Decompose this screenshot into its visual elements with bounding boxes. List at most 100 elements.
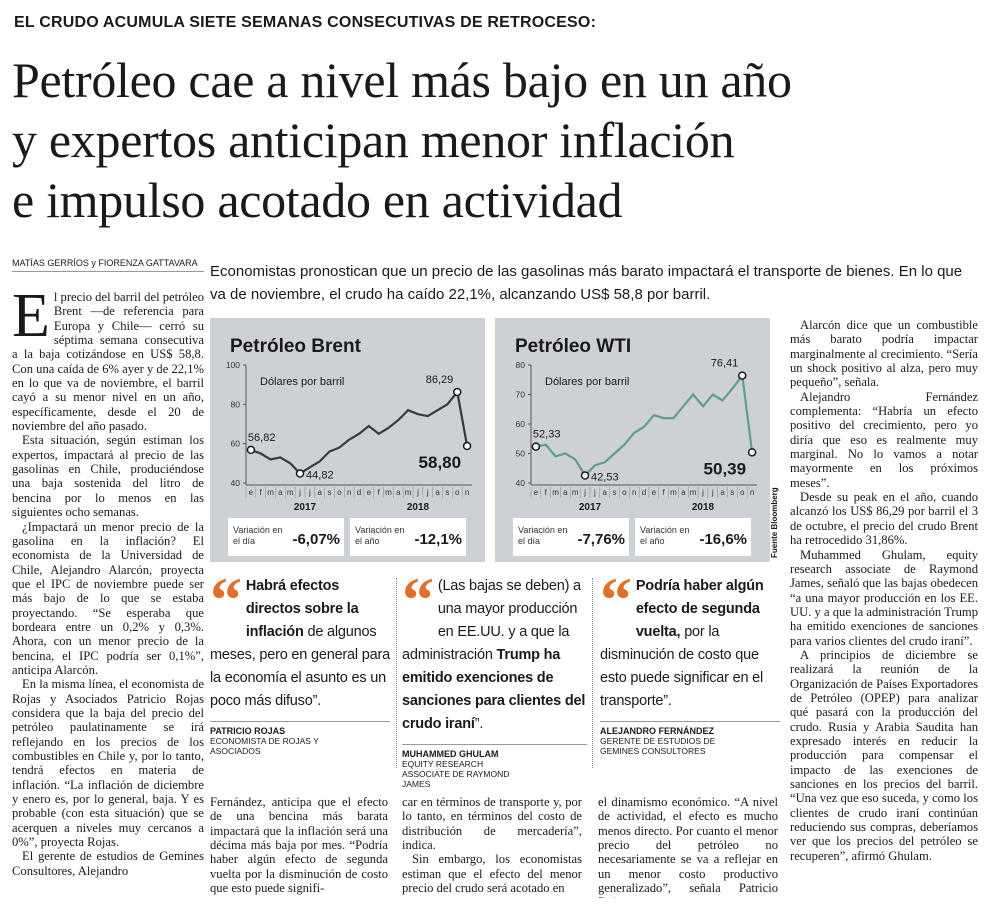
x-tick-label: m — [405, 488, 412, 497]
x-tick-label: d — [642, 488, 646, 497]
paragraph-text: el dinamismo económico. “A nivel de acti… — [598, 795, 778, 898]
quote-mark: “ — [402, 564, 434, 635]
x-tick-label: e — [652, 488, 657, 497]
paragraph-text: A principios de diciembre se realizará l… — [790, 647, 978, 863]
value-label: 86,29 — [426, 374, 454, 386]
chart-title: Petróleo Brent — [230, 336, 362, 357]
paragraph-text: Alejandro Fernández complementa: “Habría… — [790, 389, 978, 490]
quote-text: “Podría haber algún efecto de segunda vu… — [600, 568, 780, 713]
x-tick-label: o — [337, 488, 342, 497]
point-marker — [295, 469, 305, 478]
chart: Petróleo Brent Dólares por barril 40 60 80 10… — [226, 336, 472, 556]
x-tick-label: a — [396, 488, 401, 497]
chart-panel: Petróleo Brent Dólares por barril 40 60 80 10… — [210, 318, 485, 562]
paragraph: Alarcón dice que un combustible más bara… — [790, 318, 978, 390]
stat-box — [513, 518, 629, 556]
quote-name: ALEJANDRO FERNÁNDEZ — [600, 721, 780, 736]
y-tick-label: 80 — [516, 360, 526, 370]
paragraph-text: Muhammed Ghulam, equity research associa… — [790, 547, 978, 648]
point-marker — [246, 445, 256, 455]
x-tick-label: j — [426, 488, 429, 497]
value-label: 58,80 — [419, 453, 462, 472]
paragraph: Muhammed Ghulam, equity research associa… — [790, 548, 978, 648]
kicker: EL CRUDO ACUMULA SIETE SEMANAS CONSECUTI… — [14, 14, 597, 31]
x-tick-label: s — [730, 488, 734, 497]
paragraph: En la misma línea, el economista de Roja… — [12, 677, 204, 849]
quote-block: “(Las bajas se deben) a una mayor produc… — [402, 564, 587, 789]
year-label: 2017 — [294, 502, 317, 513]
x-tick-label: s — [445, 488, 449, 497]
x-tick-label: j — [416, 488, 419, 497]
value-label: 56,82 — [248, 432, 276, 444]
byline: MATÍAS GERRÍOS y FIORENZA GATTAVARA — [12, 258, 204, 272]
body-column: Alarcón dice que un combustible más bara… — [790, 318, 978, 898]
x-tick-label: j — [593, 488, 596, 497]
year-label: 2018 — [407, 502, 430, 513]
x-tick-label: m — [690, 488, 697, 497]
x-tick-label: m — [552, 488, 559, 497]
x-tick-label: n — [750, 488, 754, 497]
stat-box — [350, 518, 466, 556]
x-tick-label: j — [701, 488, 704, 497]
quote-block: “Habrá efectos directos sobre la inflaci… — [210, 568, 390, 756]
quote-role: EQUITY RESEARCH ASSOCIATE DE RAYMOND JAM… — [402, 759, 510, 789]
paragraph: El gerente de estudios de Gemines Consul… — [12, 849, 204, 878]
quote-text: “Habrá efectos directos sobre la inflaci… — [210, 568, 390, 713]
paragraph: Alejandro Fernández complementa: “Habría… — [790, 390, 978, 490]
line — [250, 389, 469, 475]
paragraph: Esta situación, según estiman los expert… — [12, 433, 204, 519]
headline-line: y expertos anticipan menor inflación — [12, 112, 735, 168]
paragraph-text: l precio del barril del petróleo Brent —… — [12, 290, 204, 434]
point-marker — [747, 448, 757, 457]
chart: Petróleo WTI Dólares por barril 40 50 60 70 80… — [513, 336, 757, 556]
paragraph: Fernández, anticipa que el efecto de una… — [210, 795, 388, 895]
x-tick-label: j — [711, 488, 714, 497]
point-marker — [453, 387, 462, 397]
x-tick-label: o — [740, 488, 745, 497]
x-tick-label: o — [622, 488, 627, 497]
value-label: 76,41 — [711, 358, 739, 370]
y-tick-label: 80 — [231, 399, 241, 409]
x-tick-label: a — [317, 488, 322, 497]
paragraph: ¿Impactará un menor precio de la gasolin… — [12, 520, 204, 678]
body-column: Fernández, anticipa que el efecto de una… — [210, 795, 388, 898]
x-tick-label: f — [378, 488, 381, 497]
x-tick-label: s — [328, 488, 332, 497]
y-tick-label: 40 — [516, 478, 526, 488]
x-tick-label: j — [308, 488, 311, 497]
stat-label: Variación en el día — [518, 525, 567, 546]
quote-text: “(Las bajas se deben) a una mayor produc… — [402, 564, 587, 736]
x-tick-label: d — [357, 488, 361, 497]
x-tick-label: n — [632, 488, 636, 497]
stat-value: -12,1% — [414, 531, 462, 548]
x-tick-label: m — [385, 488, 392, 497]
x-tick-label: a — [681, 488, 686, 497]
body-column: el dinamismo económico. “A nivel de acti… — [598, 795, 778, 898]
quote-segment: (Las bajas se deben) a una mayor producc… — [402, 578, 581, 663]
x-tick-label: m — [670, 488, 677, 497]
value-label: 52,33 — [533, 429, 561, 441]
source: Fuente Bloomberg — [770, 487, 779, 558]
x-tick-label: j — [583, 488, 586, 497]
x-tick-label: a — [563, 488, 568, 497]
stat-box — [635, 518, 751, 556]
value-label: 44,82 — [306, 470, 334, 482]
point-marker — [531, 442, 541, 451]
x-tick-label: f — [663, 488, 666, 497]
x-tick-label: e — [249, 488, 254, 497]
headline: Petróleo cae a nivel más bajo en un año … — [12, 50, 982, 230]
x-tick-label: f — [545, 488, 548, 497]
y-tick-label: 50 — [516, 449, 526, 459]
stat-label: Variación en el año — [355, 525, 404, 546]
stat-label: Variación en el día — [233, 525, 282, 546]
divider — [592, 578, 593, 768]
paragraph-text: ¿Impactará un menor precio de la gasolin… — [12, 519, 204, 677]
quote-segment: Habrá efectos directos sobre la inflació… — [245, 578, 359, 640]
x-tick-label: a — [435, 488, 440, 497]
x-tick-label: j — [298, 488, 301, 497]
quote-name: PATRICIO ROJAS — [210, 721, 390, 736]
paragraph-text: Sin embargo, los economistas estiman que… — [402, 852, 582, 896]
x-tick-label: m — [287, 488, 294, 497]
